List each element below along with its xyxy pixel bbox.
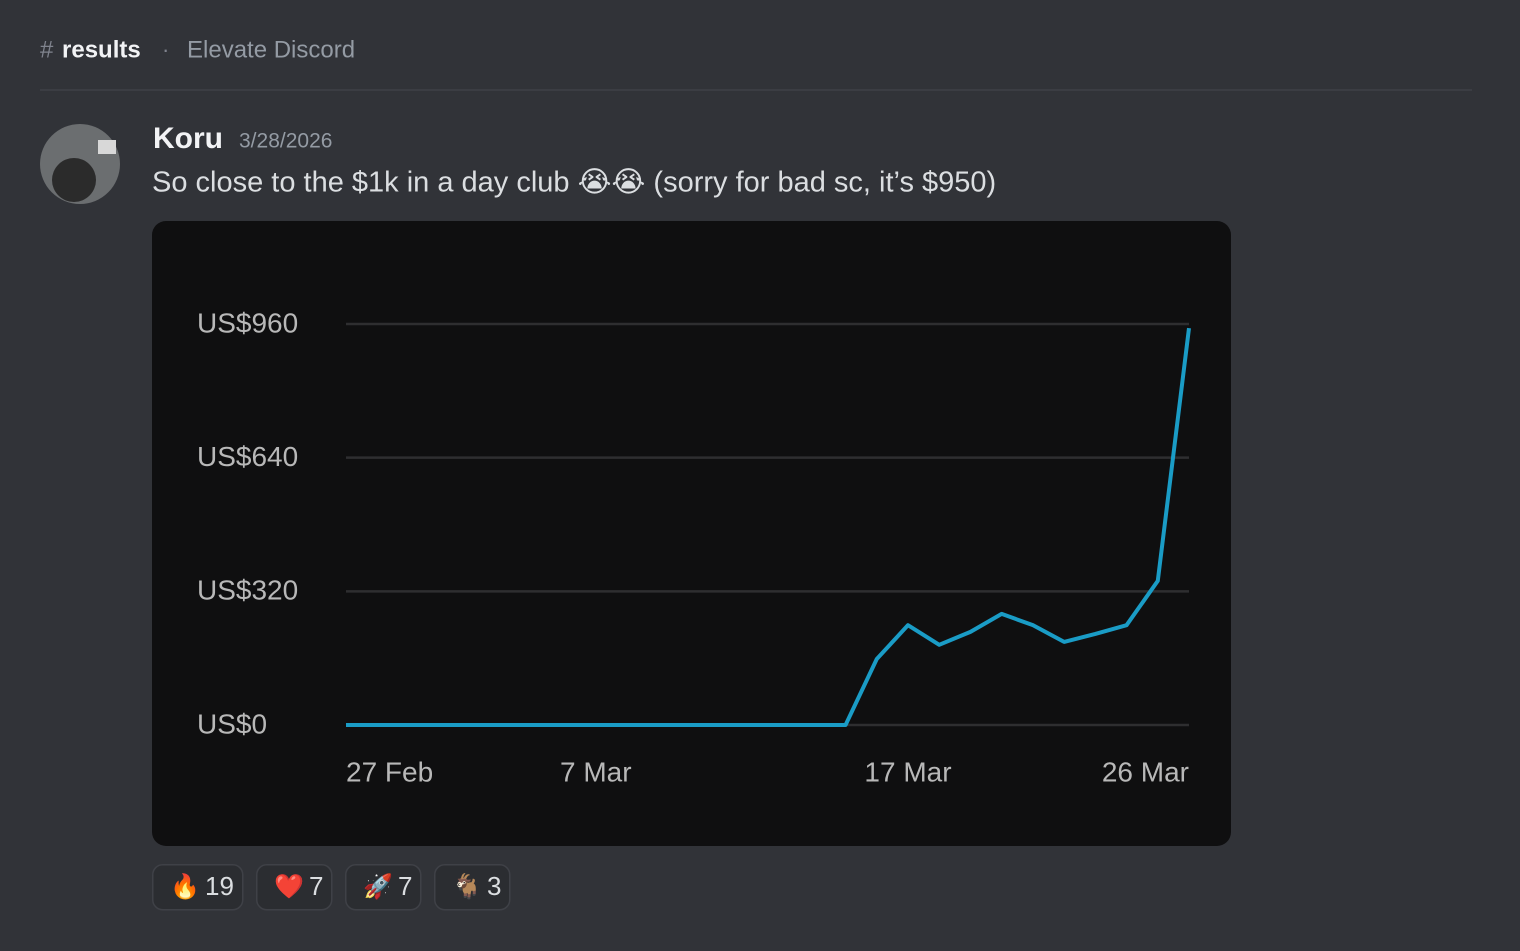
reaction-count: 7 [309, 871, 323, 901]
reaction-emoji: 🚀 [363, 872, 393, 900]
reaction-count: 3 [487, 871, 501, 901]
separator: · [162, 37, 169, 62]
x-tick-label: 17 Mar [864, 756, 951, 787]
reaction[interactable] [345, 864, 422, 911]
server-name: Elevate Discord [187, 36, 355, 63]
avatar-figure [52, 158, 96, 202]
x-tick-label: 27 Feb [346, 756, 433, 787]
reaction-count: 19 [205, 871, 234, 901]
author[interactable]: Koru [153, 122, 223, 155]
chart-card[interactable] [152, 221, 1231, 846]
y-tick-label: US$0 [197, 708, 267, 739]
x-tick-label: 26 Mar [1102, 756, 1189, 787]
timestamp: 3/28/2026 [239, 130, 332, 153]
reaction[interactable] [152, 864, 244, 911]
y-tick-label: US$320 [197, 575, 298, 606]
avatar-bg [98, 140, 116, 154]
y-tick-label: US$640 [197, 441, 298, 472]
reaction[interactable] [256, 864, 333, 911]
reaction-emoji: ❤️ [274, 873, 304, 900]
reaction-count: 7 [398, 871, 412, 901]
reaction[interactable] [434, 864, 511, 911]
channel-name[interactable]: results [62, 36, 141, 63]
line-series [346, 327, 1191, 727]
message-text: So close to the $1k in a day club 😭😭 (so… [152, 167, 996, 199]
reaction-emoji: 🔥 [170, 872, 200, 900]
reaction-emoji: 🐐 [452, 872, 482, 900]
channel-hash: # [40, 36, 54, 63]
x-tick-label: 7 Mar [560, 756, 632, 787]
y-tick-label: US$960 [197, 307, 298, 338]
